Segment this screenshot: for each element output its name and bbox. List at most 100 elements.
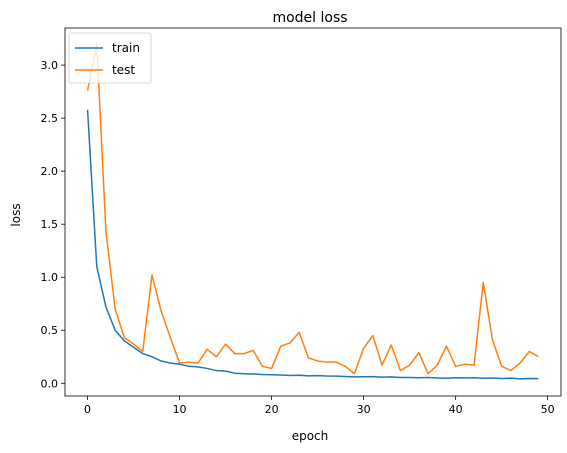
data-point-test xyxy=(206,348,208,350)
data-point-train xyxy=(298,374,300,376)
x-axis-ticks: 0 10 20 30 40 50 xyxy=(84,396,555,416)
data-point-test xyxy=(132,343,134,345)
data-point-train xyxy=(372,375,374,377)
data-point-test xyxy=(399,369,401,371)
data-point-train xyxy=(197,366,199,368)
data-point-train xyxy=(482,377,484,379)
x-tick-label: 40 xyxy=(449,403,463,416)
data-point-train xyxy=(390,376,392,378)
data-point-test xyxy=(307,357,309,359)
data-point-test xyxy=(418,351,420,353)
data-point-test xyxy=(270,367,272,369)
data-point-train xyxy=(86,108,88,110)
data-point-test xyxy=(316,360,318,362)
chart-title: model loss xyxy=(272,10,347,26)
data-point-test xyxy=(86,89,88,91)
data-point-test xyxy=(197,362,199,364)
data-point-train xyxy=(537,377,539,379)
series-layer xyxy=(86,43,539,380)
data-point-train xyxy=(408,376,410,378)
data-point-train xyxy=(142,352,144,354)
data-point-train xyxy=(243,373,245,375)
data-point-test xyxy=(519,362,521,364)
data-point-test xyxy=(427,373,429,375)
data-point-train xyxy=(510,377,512,379)
data-point-train xyxy=(500,377,502,379)
data-point-test xyxy=(436,364,438,366)
data-point-train xyxy=(427,376,429,378)
y-tick-label: 2.5 xyxy=(41,112,59,125)
data-point-test xyxy=(169,336,171,338)
data-point-train xyxy=(188,365,190,367)
y-tick-label: 0.5 xyxy=(41,324,59,337)
data-point-train xyxy=(464,377,466,379)
data-point-test xyxy=(160,310,162,312)
data-point-train xyxy=(326,375,328,377)
data-point-test xyxy=(252,349,254,351)
data-point-train xyxy=(316,374,318,376)
data-point-train xyxy=(261,373,263,375)
data-point-train xyxy=(307,375,309,377)
data-point-train xyxy=(344,375,346,377)
data-point-train xyxy=(105,306,107,308)
data-point-train xyxy=(473,377,475,379)
data-point-train xyxy=(399,376,401,378)
data-point-test xyxy=(215,356,217,358)
data-point-test xyxy=(390,344,392,346)
data-point-test xyxy=(289,342,291,344)
data-point-test xyxy=(224,343,226,345)
y-axis-label: loss xyxy=(9,203,23,226)
legend-label-test: test xyxy=(112,63,135,77)
data-point-test xyxy=(123,336,125,338)
data-point-test xyxy=(500,365,502,367)
y-axis-ticks: 0.0 0.5 1.0 1.5 2.0 2.5 3.0 xyxy=(41,59,65,390)
data-point-test xyxy=(510,369,512,371)
data-point-test xyxy=(335,361,337,363)
data-point-train xyxy=(491,377,493,379)
y-tick-label: 3.0 xyxy=(41,59,59,72)
data-point-train xyxy=(151,356,153,358)
x-tick-label: 10 xyxy=(173,403,187,416)
data-point-test xyxy=(326,361,328,363)
plot-area: 0 10 20 30 40 50 0.0 0.5 1.0 1.5 2.0 2.5 3.0 xyxy=(41,27,562,416)
data-point-test xyxy=(372,334,374,336)
data-point-train xyxy=(96,265,98,267)
data-point-test xyxy=(344,365,346,367)
data-point-test xyxy=(464,363,466,365)
data-point-train xyxy=(206,367,208,369)
y-tick-label: 1.5 xyxy=(41,218,59,231)
y-tick-label: 2.0 xyxy=(41,165,59,178)
data-point-test xyxy=(114,308,116,310)
x-tick-label: 0 xyxy=(84,403,91,416)
data-point-train xyxy=(270,374,272,376)
data-point-test xyxy=(178,362,180,364)
data-point-test xyxy=(482,281,484,283)
plot-frame xyxy=(64,27,562,397)
series-line-test xyxy=(86,43,539,375)
data-point-train xyxy=(224,370,226,372)
data-point-train xyxy=(436,377,438,379)
legend-label-train: train xyxy=(112,41,140,55)
data-point-train xyxy=(445,377,447,379)
data-point-train xyxy=(528,377,530,379)
y-tick-label: 1.0 xyxy=(41,271,59,284)
data-point-train xyxy=(519,378,521,380)
data-point-test xyxy=(280,345,282,347)
series-line-train xyxy=(86,109,539,380)
data-point-test xyxy=(473,364,475,366)
data-point-test xyxy=(243,352,245,354)
legend: train test xyxy=(68,32,152,84)
x-tick-label: 50 xyxy=(541,403,555,416)
x-tick-label: 20 xyxy=(265,403,279,416)
data-point-test xyxy=(298,331,300,333)
data-point-train xyxy=(252,373,254,375)
data-point-train xyxy=(289,374,291,376)
data-point-test xyxy=(491,339,493,341)
y-tick-label: 0.0 xyxy=(41,377,59,390)
data-point-train xyxy=(335,375,337,377)
data-point-train xyxy=(215,369,217,371)
data-point-test xyxy=(261,365,263,367)
data-point-test xyxy=(234,352,236,354)
data-point-test xyxy=(408,364,410,366)
data-point-test xyxy=(528,350,530,352)
